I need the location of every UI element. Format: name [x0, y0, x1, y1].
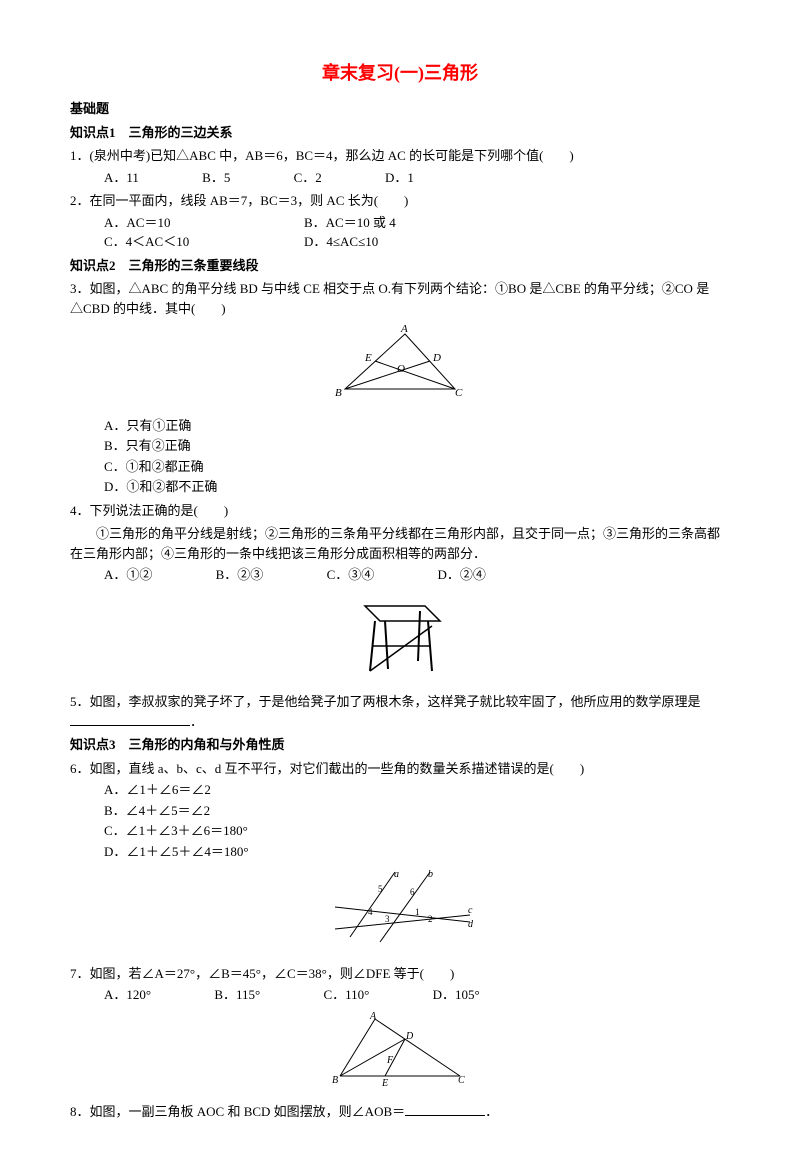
q4-sub: ①三角形的角平分线是射线；②三角形的三条角平分线都在三角形内部，且交于同一点；③…	[70, 524, 730, 563]
fig3-A: A	[400, 324, 408, 335]
fig3-B: B	[335, 387, 342, 399]
q1-text: 1．(泉州中考)已知△ABC 中，AB＝6，BC＝4，那么边 AC 的长可能是下…	[70, 146, 730, 166]
fig3-E: E	[364, 352, 372, 364]
svg-text:F: F	[386, 1055, 394, 1066]
q7-figure: A B C D E F	[70, 1011, 730, 1097]
q3-options: A．只有①正确 B．只有②正确 C．①和②都正确 D．①和②都不正确	[70, 416, 730, 497]
fig3-D: D	[432, 352, 441, 364]
q4-c: C．③④	[327, 565, 375, 585]
svg-text:5: 5	[378, 884, 383, 894]
q2-options: A．AC＝10 B．AC＝10 或 4 C．4＜AC＜10 D．4≤AC≤10	[70, 213, 730, 252]
q2-d: D．4≤AC≤10	[304, 232, 504, 252]
svg-text:b: b	[428, 869, 433, 880]
svg-text:c: c	[468, 905, 473, 916]
svg-text:C: C	[458, 1075, 465, 1086]
svg-text:1: 1	[415, 907, 420, 917]
q4-options: A．①② B．②③ C．③④ D．②④	[70, 565, 730, 585]
q3-figure: A B C D E O	[70, 324, 730, 410]
q6-text: 6．如图，直线 a、b、c、d 互不平行，对它们截出的一些角的数量关系描述错误的…	[70, 759, 730, 779]
q6-figure: a b c d 5 6 4 3 1 2	[70, 867, 730, 958]
q5-text: 5．如图，李叔叔家的凳子坏了，于是他给凳子加了两根木条，这样凳子就比较牢固了，他…	[70, 692, 730, 712]
q1-b: B．5	[202, 168, 230, 188]
page-title: 章末复习(一)三角形	[70, 60, 730, 87]
q4-a: A．①②	[104, 565, 152, 585]
q4-d: D．②④	[437, 565, 485, 585]
q1-options: A．11 B．5 C．2 D．1	[70, 168, 730, 188]
q2-text: 2．在同一平面内，线段 AB＝7，BC＝3，则 AC 长为( )	[70, 191, 730, 211]
q3-a: A．只有①正确	[104, 416, 730, 436]
q3-text: 3．如图，△ABC 的角平分线 BD 与中线 CE 相交于点 O.有下列两个结论…	[70, 279, 730, 318]
q6-a: A．∠1＋∠6＝∠2	[104, 780, 730, 800]
svg-text:D: D	[405, 1031, 414, 1042]
q7-text: 7．如图，若∠A＝27°，∠B＝45°，∠C＝38°，则∠DFE 等于( )	[70, 964, 730, 984]
kp3: 知识点3 三角形的内角和与外角性质	[70, 735, 730, 755]
q3-c: C．①和②都正确	[104, 457, 730, 477]
fig3-C: C	[455, 387, 463, 399]
fig3-O: O	[397, 363, 405, 375]
q7-d: D．105°	[433, 985, 480, 1005]
q2-c: C．4＜AC＜10	[104, 232, 304, 252]
kp1: 知识点1 三角形的三边关系	[70, 123, 730, 143]
q7-b: B．115°	[214, 985, 260, 1005]
q5-blank: ．	[70, 712, 730, 732]
svg-text:E: E	[381, 1078, 388, 1089]
q7-a: A．120°	[104, 985, 151, 1005]
q4-b: B．②③	[216, 565, 264, 585]
q7-options: A．120° B．115° C．110° D．105°	[70, 985, 730, 1005]
q1-a: A．11	[104, 168, 139, 188]
q4-text: 4．下列说法正确的是( )	[70, 501, 730, 521]
q3-d: D．①和②都不正确	[104, 477, 730, 497]
q5-figure	[70, 591, 730, 687]
svg-text:6: 6	[410, 887, 415, 897]
q2-b: B．AC＝10 或 4	[304, 213, 504, 233]
q6-b: B．∠4＋∠5＝∠2	[104, 801, 730, 821]
q8-text: 8．如图，一副三角板 AOC 和 BCD 如图摆放，则∠AOB＝．	[70, 1102, 730, 1122]
svg-text:a: a	[394, 869, 399, 880]
section-basic: 基础题	[70, 99, 730, 119]
q6-c: C．∠1＋∠3＋∠6＝180°	[104, 821, 730, 841]
svg-text:B: B	[332, 1075, 338, 1086]
svg-text:2: 2	[428, 914, 433, 924]
q3-b: B．只有②正确	[104, 436, 730, 456]
svg-text:A: A	[369, 1011, 377, 1022]
q6-d: D．∠1＋∠5＋∠4＝180°	[104, 842, 730, 862]
q1-c: C．2	[294, 168, 322, 188]
q7-c: C．110°	[323, 985, 369, 1005]
q2-a: A．AC＝10	[104, 213, 304, 233]
q1-d: D．1	[385, 168, 414, 188]
svg-text:4: 4	[368, 907, 373, 917]
svg-text:d: d	[468, 919, 474, 930]
kp2: 知识点2 三角形的三条重要线段	[70, 256, 730, 276]
q6-options: A．∠1＋∠6＝∠2 B．∠4＋∠5＝∠2 C．∠1＋∠3＋∠6＝180° D．…	[70, 780, 730, 861]
svg-text:3: 3	[385, 914, 390, 924]
